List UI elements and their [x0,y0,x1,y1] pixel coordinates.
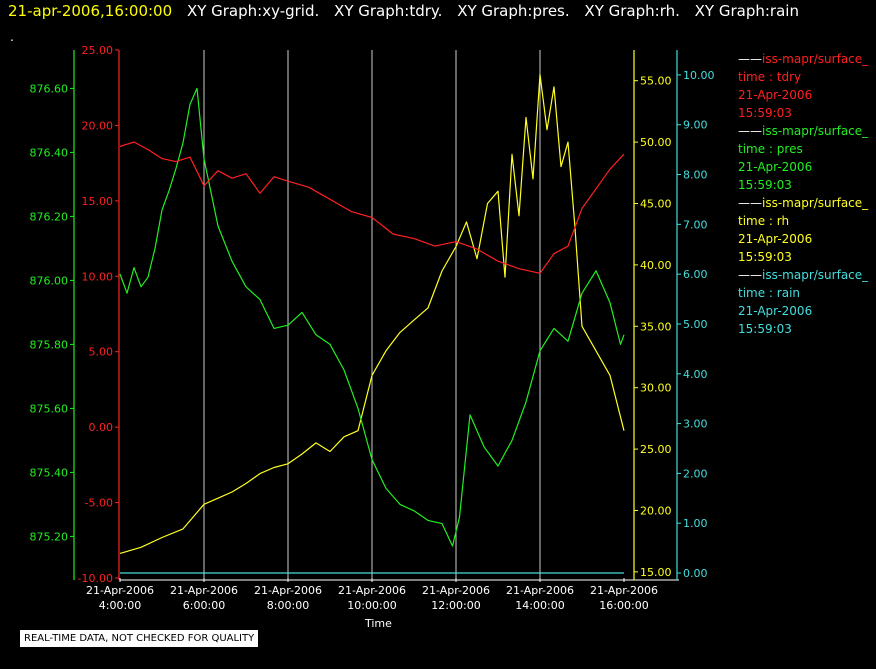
legend-series-name: ——iss-mapr/surface_ [738,196,869,210]
title-graph-rh: XY Graph:rh. [584,2,680,20]
status-dot: . [10,30,14,44]
tdry-tick-label: 25.00 [82,44,114,57]
legend-name-rh: iss-mapr/surface_ [762,196,869,210]
legend-entry-tdry[interactable]: ——iss-mapr/surface_ time : tdry 21-Apr-2… [738,50,876,122]
x-tick-date-label: 21-Apr-2006 [590,584,658,597]
legend-line-2: 21-Apr-2006 [738,232,813,246]
legend-entry-rh[interactable]: ——iss-mapr/surface_ time : rh 21-Apr-200… [738,194,876,266]
legend-line-3: 15:59:03 [738,322,792,336]
legend-line-3: 15:59:03 [738,178,792,192]
rh-tick-label: 55.00 [640,75,672,88]
quality-disclaimer: REAL-TIME DATA, NOT CHECKED FOR QUALITY [20,630,259,647]
x-tick-date-label: 21-Apr-2006 [338,584,406,597]
pres-tick-label: 876.60 [30,82,69,95]
legend-series-name: ——iss-mapr/surface_ [738,52,869,66]
pres-series-line [119,87,625,547]
tdry-tick-label: -5.00 [85,497,113,510]
pres-tick-label: 876.00 [30,274,69,287]
legend-line-1: time : rh [738,214,790,228]
rain-tick-label: 0.00 [683,567,708,580]
tdry-tick-label: 5.00 [89,346,114,359]
tdry-tick-label: -10.00 [78,572,113,585]
chart-title-bar: 21-apr-2006,16:00:00 XY Graph:xy-grid. X… [8,2,799,20]
rain-tick-label: 9.00 [683,119,708,132]
legend-line-1: time : tdry [738,70,802,84]
rain-tick-label: 2.00 [683,467,708,480]
rain-tick-label: 7.00 [683,218,708,231]
x-tick-time-label: 12:00:00 [431,599,480,612]
legend-line-2: 21-Apr-2006 [738,160,813,174]
x-tick-time-label: 6:00:00 [183,599,225,612]
x-tick-time-label: 10:00:00 [347,599,396,612]
x-tick-date-label: 21-Apr-2006 [254,584,322,597]
title-graph-xy-grid: XY Graph:xy-grid. [186,2,320,20]
rain-tick-label: 6.00 [683,268,708,281]
pres-tick-label: 875.80 [30,338,69,351]
x-tick-time-label: 14:00:00 [515,599,564,612]
tdry-tick-label: 15.00 [82,195,114,208]
legend-entry-rain[interactable]: ——iss-mapr/surface_ time : rain 21-Apr-2… [738,266,876,338]
legend-entry-pres[interactable]: ——iss-mapr/surface_ time : pres 21-Apr-2… [738,122,876,194]
rain-tick-label: 4.00 [683,368,708,381]
rh-tick-label: 20.00 [640,504,672,517]
rain-tick-label: 5.00 [683,318,708,331]
rh-tick-label: 15.00 [640,566,672,579]
pres-tick-label: 876.20 [30,210,69,223]
legend-name-rain: iss-mapr/surface_ [762,268,869,282]
rh-series-line [119,73,625,554]
x-tick-date-label: 21-Apr-2006 [170,584,238,597]
rh-tick-label: 40.00 [640,259,672,272]
x-axis-title: Time [365,617,392,630]
title-graph-tdry: XY Graph:tdry. [334,2,443,20]
tdry-series-line [119,141,625,274]
legend-series-name: ——iss-mapr/surface_ [738,268,869,282]
legend-line-1: time : rain [738,286,801,300]
rh-tick-label: 30.00 [640,382,672,395]
pres-tick-label: 876.40 [30,146,69,159]
rh-tick-label: 35.00 [640,320,672,333]
title-timestamp: 21-apr-2006,16:00:00 [8,2,173,20]
x-tick-time-label: 8:00:00 [267,599,309,612]
pres-tick-label: 875.20 [30,530,69,543]
rain-tick-label: 10.00 [683,69,715,82]
rain-tick-label: 3.00 [683,418,708,431]
pres-tick-label: 875.40 [30,466,69,479]
legend-series-name: ——iss-mapr/surface_ [738,124,869,138]
pres-tick-label: 875.60 [30,402,69,415]
rh-tick-label: 25.00 [640,443,672,456]
tdry-tick-label: 20.00 [82,119,114,132]
tdry-tick-label: 10.00 [82,270,114,283]
x-tick-date-label: 21-Apr-2006 [86,584,154,597]
legend-line-2: 21-Apr-2006 [738,88,813,102]
rain-tick-label: 1.00 [683,517,708,530]
title-graph-rain: XY Graph:rain [694,2,799,20]
tdry-tick-label: 0.00 [89,421,114,434]
x-tick-date-label: 21-Apr-2006 [506,584,574,597]
rh-tick-label: 45.00 [640,197,672,210]
legend-line-2: 21-Apr-2006 [738,304,813,318]
x-tick-time-label: 16:00:00 [599,599,648,612]
legend-name-pres: iss-mapr/surface_ [762,124,869,138]
x-tick-time-label: 4:00:00 [99,599,141,612]
rain-tick-label: 8.00 [683,169,708,182]
legend-line-3: 15:59:03 [738,250,792,264]
rh-tick-label: 50.00 [640,136,672,149]
title-graph-pres: XY Graph:pres. [457,2,570,20]
x-tick-date-label: 21-Apr-2006 [422,584,490,597]
legend-name-tdry: iss-mapr/surface_ [762,52,869,66]
legend-line-3: 15:59:03 [738,106,792,120]
legend-line-1: time : pres [738,142,803,156]
